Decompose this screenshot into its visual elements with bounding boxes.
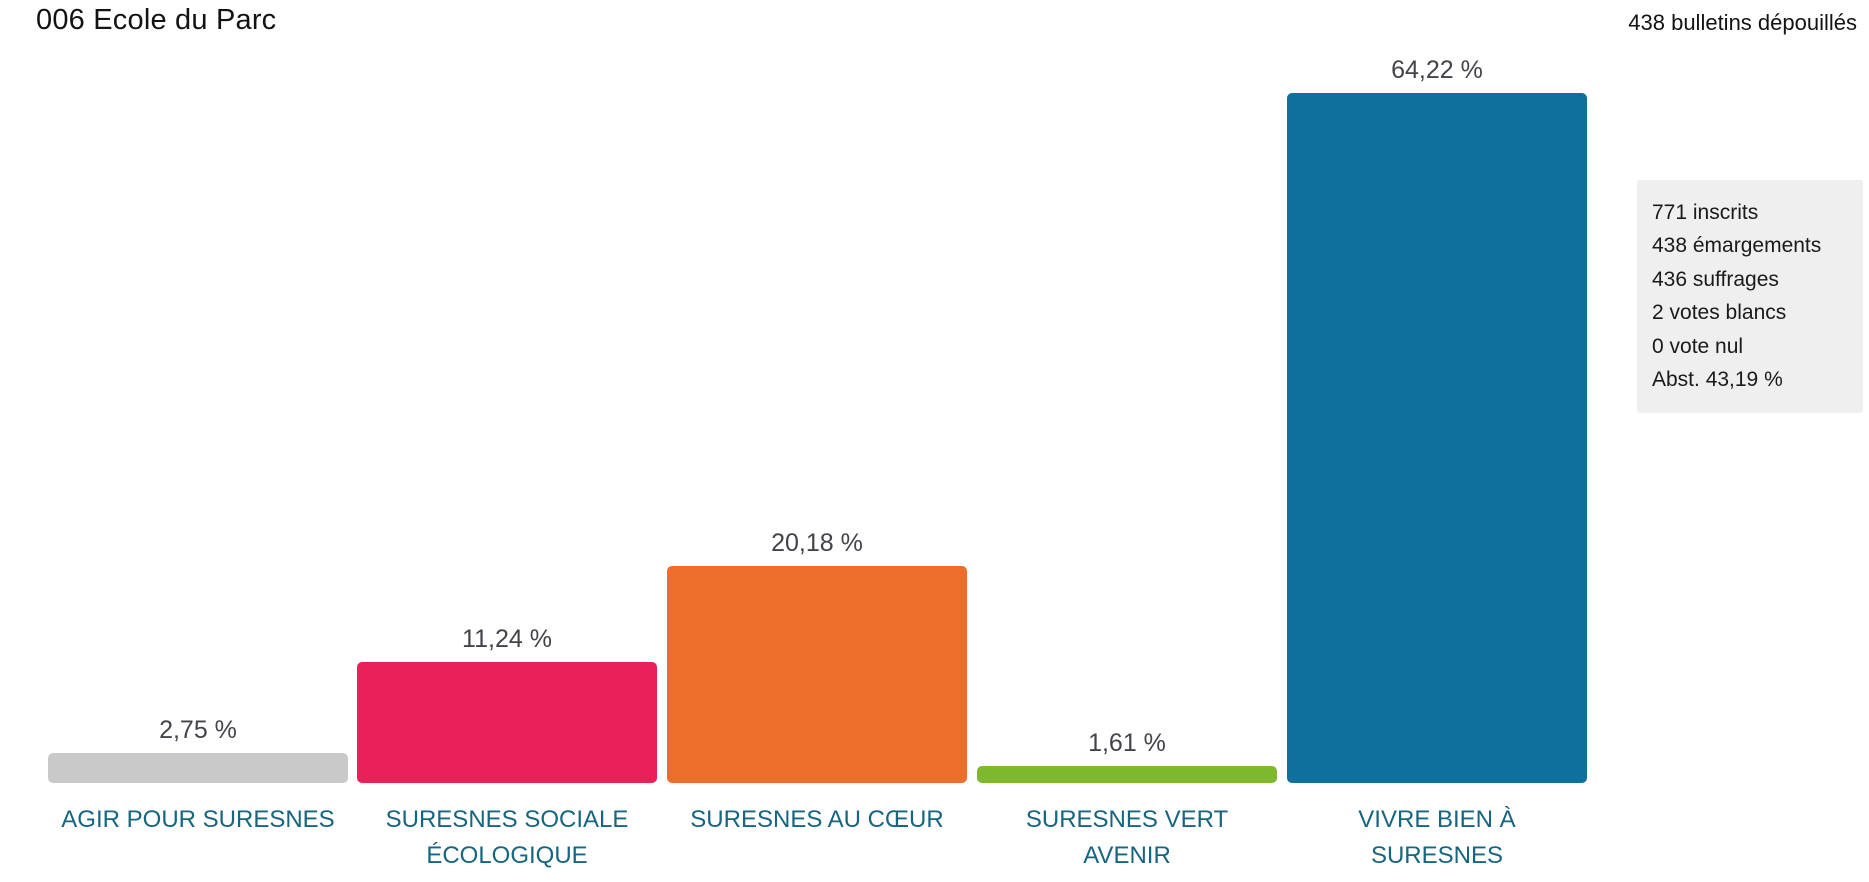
- summary-line: 771 inscrits: [1652, 201, 1759, 224]
- bar: [667, 566, 967, 783]
- bulletins-count: 438 bulletins dépouillés: [1628, 10, 1857, 35]
- bar-category-label: AGIR POUR SURESNES: [61, 806, 335, 833]
- bar-category-label: SURESNES AU CŒUR: [690, 806, 944, 833]
- bar-category-label: SURESNES VERT AVENIR: [1025, 806, 1229, 869]
- bar-value-label: 2,75 %: [159, 716, 237, 744]
- bar-group: 64,22 % VIVRE BIEN À SURESNES: [1287, 0, 1587, 882]
- bar-value-label: 11,24 %: [462, 625, 552, 653]
- bar-value-label: 1,61 %: [1088, 729, 1166, 757]
- bar-group: 11,24 % SURESNES SOCIALE ÉCOLOGIQUE: [357, 0, 657, 882]
- bar-value-label: 20,18 %: [771, 529, 863, 557]
- bar: [48, 753, 348, 783]
- bar-group: 1,61 % SURESNES VERT AVENIR: [977, 0, 1277, 882]
- summary-line: 0 vote nul: [1652, 334, 1744, 358]
- bar-category-label: SURESNES SOCIALE ÉCOLOGIQUE: [385, 806, 629, 869]
- page-title: 006 Ecole du Parc: [36, 4, 277, 36]
- summary-line: 438 émargements: [1652, 234, 1822, 258]
- summary-line: Abst. 43,19 %: [1652, 368, 1783, 392]
- bar-group: 2,75 % AGIR POUR SURESNES: [48, 0, 348, 882]
- bar: [977, 766, 1277, 783]
- summary-line: 436 suffrages: [1652, 267, 1779, 291]
- bar-group: 20,18 % SURESNES AU CŒUR: [667, 0, 967, 882]
- bar: [357, 662, 657, 783]
- bar-value-label: 64,22 %: [1391, 56, 1483, 84]
- bar: [1287, 93, 1587, 783]
- summary-line: 2 votes blancs: [1652, 301, 1787, 325]
- summary-panel: 771 inscrits 438 émargements 436 suffrages…: [1637, 180, 1863, 413]
- bar-category-label: VIVRE BIEN À SURESNES: [1358, 806, 1516, 869]
